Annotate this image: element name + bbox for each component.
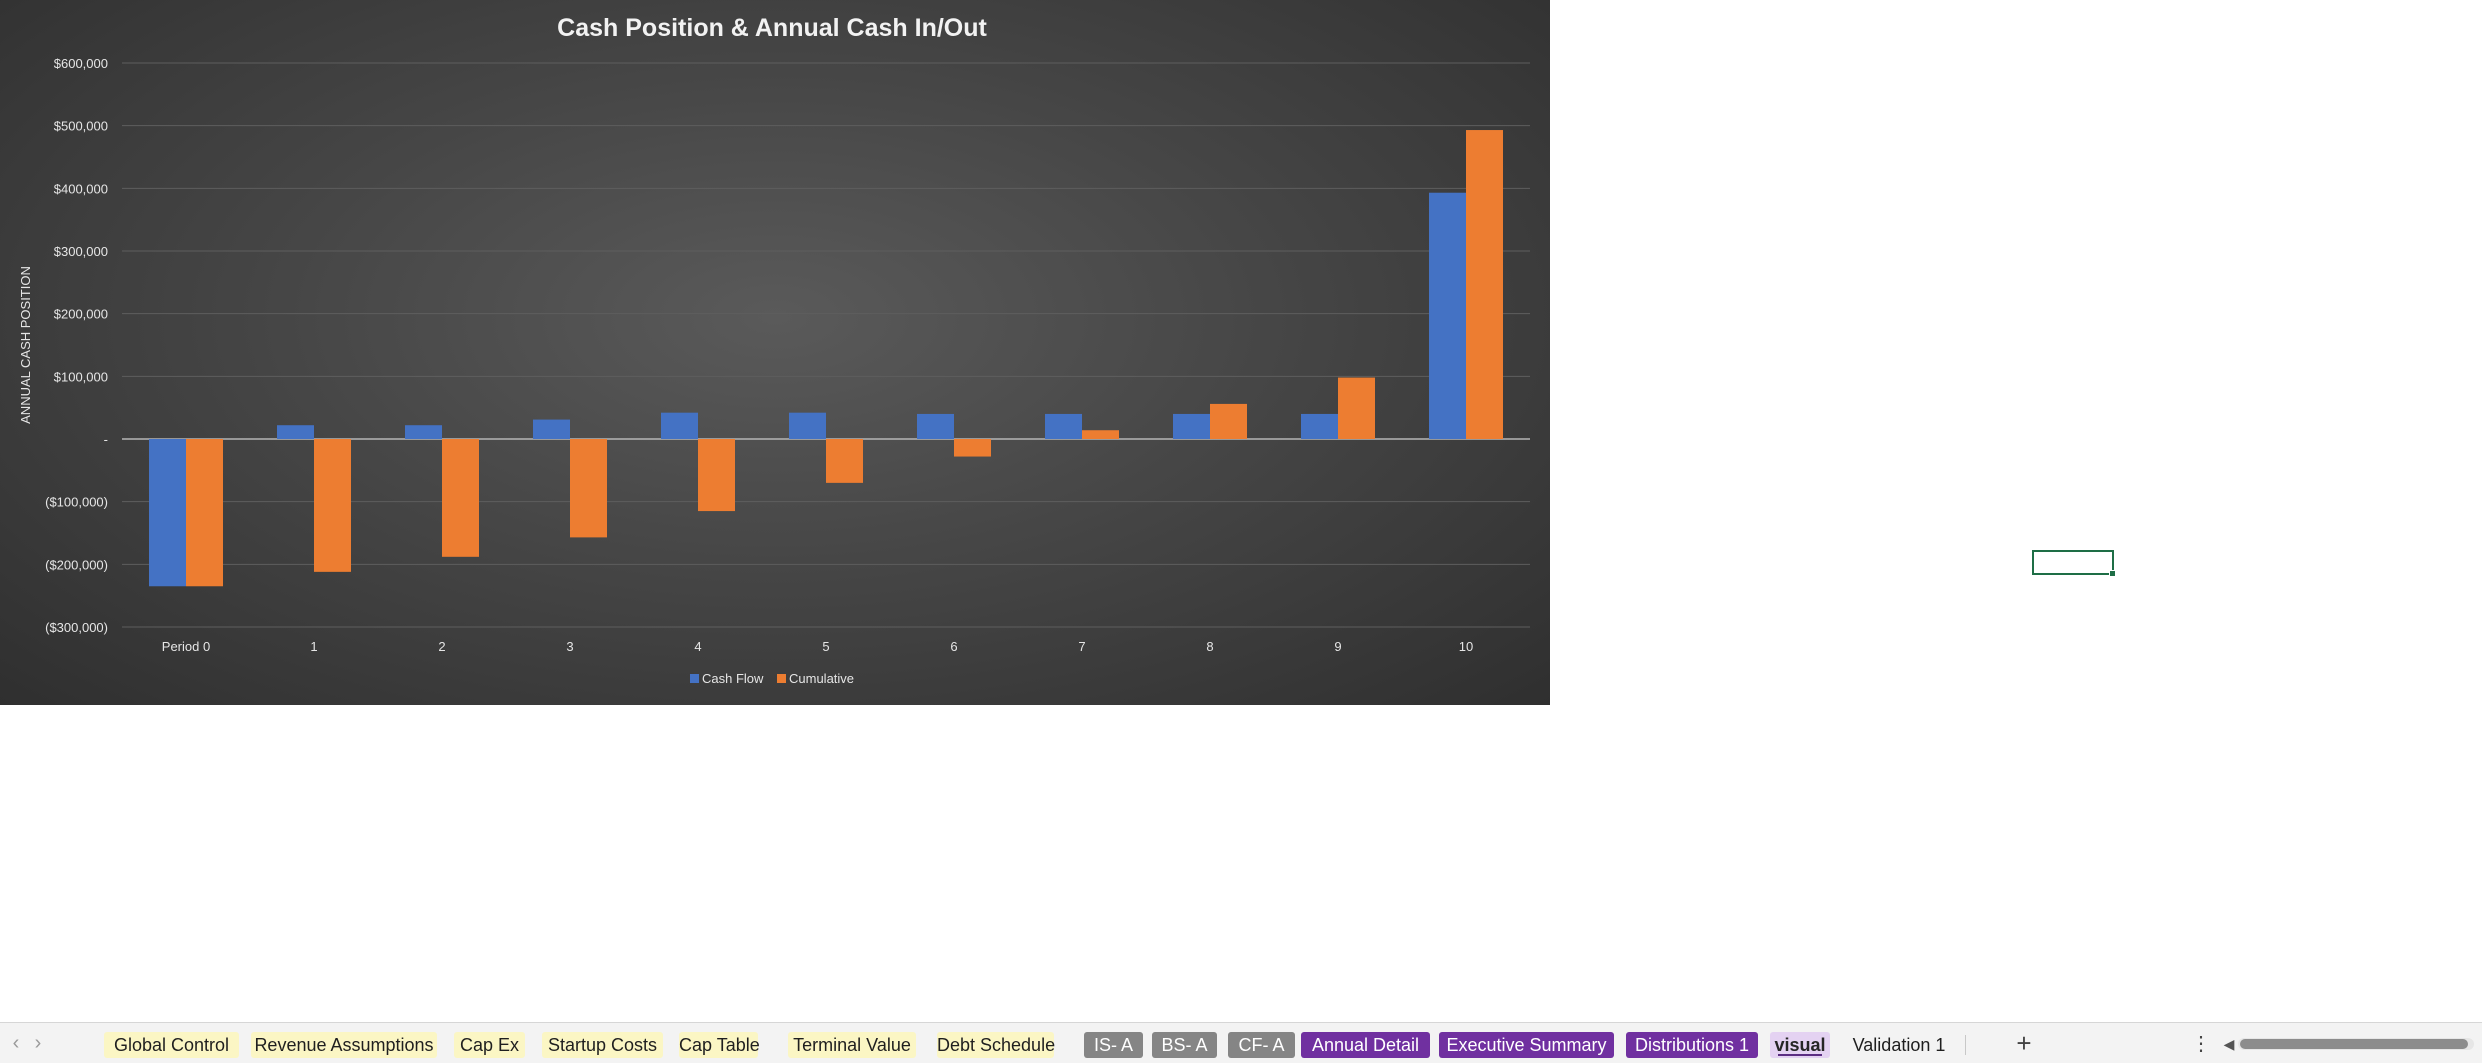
sheet-tab-bs-a[interactable]: BS- A: [1152, 1032, 1217, 1058]
chart-legend: Cash Flow Cumulative: [690, 671, 854, 686]
prev-sheet-icon[interactable]: ‹: [12, 1032, 20, 1054]
y-tick-label: ($100,000): [45, 495, 108, 510]
bar-cash-flow: [1301, 413, 1338, 439]
fill-handle[interactable]: [2109, 570, 2116, 577]
bar-cumulative: [1466, 130, 1503, 439]
x-tick-label: 10: [1459, 639, 1473, 654]
scrollbar-thumb[interactable]: [2240, 1039, 2468, 1049]
more-options-icon[interactable]: ⋮: [2191, 1033, 2211, 1055]
sheet-tab-is-a[interactable]: IS- A: [1084, 1032, 1143, 1058]
bar-cumulative: [826, 439, 863, 483]
y-tick-label: $600,000: [54, 56, 108, 71]
x-tick-label: Period 0: [162, 639, 210, 654]
x-tick-label: 1: [310, 639, 317, 654]
sheet-tab-visual[interactable]: visual: [1770, 1032, 1830, 1058]
bar-cash-flow: [917, 413, 954, 439]
x-tick-label: 3: [566, 639, 573, 654]
worksheet-grid[interactable]: Cash Position & Annual Cash In/Out ANNUA…: [0, 0, 2482, 1022]
bar-cash-flow: [789, 412, 826, 439]
y-tick-label: $200,000: [54, 307, 108, 322]
sheet-tab-distributions-1[interactable]: Distributions 1: [1626, 1032, 1758, 1058]
bar-cash-flow: [277, 425, 314, 439]
cash-position-chart: Cash Position & Annual Cash In/Out ANNUA…: [18, 14, 1530, 686]
sheet-tab-global-control[interactable]: Global Control: [104, 1032, 239, 1058]
next-sheet-icon[interactable]: ›: [34, 1032, 42, 1054]
legend-swatch: [777, 674, 786, 683]
chart-area[interactable]: Cash Position & Annual Cash In/Out ANNUA…: [0, 0, 1550, 705]
y-axis-ticks: $600,000 $500,000 $400,000 $300,000 $200,000…: [45, 56, 108, 635]
bar-cumulative: [1082, 430, 1119, 439]
bar-cumulative: [1338, 377, 1375, 439]
bar-cash-flow: [405, 425, 442, 439]
chart-title: Cash Position & Annual Cash In/Out: [557, 14, 987, 42]
sheet-tab-cap-ex[interactable]: Cap Ex: [454, 1032, 525, 1058]
bar-cash-flow: [1045, 413, 1082, 439]
x-tick-label: 7: [1078, 639, 1085, 654]
bar-cash-flow: [1173, 413, 1210, 439]
bar-cumulative: [1210, 403, 1247, 439]
selected-cell[interactable]: [2032, 550, 2116, 577]
bar-cash-flow: [661, 412, 698, 439]
y-tick-label: $100,000: [54, 369, 108, 384]
y-tick-label: $400,000: [54, 181, 108, 196]
x-tick-label: 8: [1206, 639, 1213, 654]
y-tick-label: ($200,000): [45, 557, 108, 572]
sheet-tab-cap-table[interactable]: Cap Table: [679, 1032, 760, 1058]
bar-cash-flow: [533, 419, 570, 439]
bar-cumulative: [698, 439, 735, 512]
scroll-left-icon[interactable]: ◀: [2223, 1036, 2235, 1052]
bar-cumulative: [570, 439, 607, 538]
x-tick-label: 5: [822, 639, 829, 654]
legend-label: Cumulative: [789, 671, 854, 686]
sheet-tab-cf-a[interactable]: CF- A: [1228, 1032, 1295, 1058]
bar-cash-flow: [149, 439, 186, 587]
bar-cash-flow: [1429, 192, 1466, 439]
sheet-tab-debt-schedule[interactable]: Debt Schedule: [937, 1032, 1055, 1058]
sheet-tab-startup-costs[interactable]: Startup Costs: [542, 1032, 663, 1058]
tab-separator: [1965, 1035, 1966, 1055]
x-axis-ticks: Period 0 1 2 3 4 5 6 7 8 9 10: [162, 639, 1473, 654]
bar-cumulative: [954, 439, 991, 457]
y-tick-label: $500,000: [54, 119, 108, 134]
sheet-tab-terminal-value[interactable]: Terminal Value: [788, 1032, 916, 1058]
y-tick-label: -: [104, 432, 108, 447]
sheet-tab-executive-summary[interactable]: Executive Summary: [1439, 1032, 1614, 1058]
sheet-tab-bar: ‹ › Global Control Revenue Assumptions Cap…: [0, 1022, 2482, 1063]
add-sheet-icon[interactable]: +: [2016, 1028, 2032, 1058]
bar-cumulative: [186, 439, 223, 587]
legend-label: Cash Flow: [702, 671, 764, 686]
legend-swatch: [690, 674, 699, 683]
y-axis-label: ANNUAL CASH POSITION: [18, 266, 33, 424]
x-tick-label: 4: [694, 639, 701, 654]
x-tick-label: 6: [950, 639, 957, 654]
horizontal-scrollbar[interactable]: [2238, 1038, 2474, 1050]
bars: [149, 130, 1503, 587]
bar-cumulative: [442, 439, 479, 557]
bar-cumulative: [314, 439, 351, 572]
sheet-tab-annual-detail[interactable]: Annual Detail: [1301, 1032, 1430, 1058]
y-tick-label: ($300,000): [45, 620, 108, 635]
sheet-tab-revenue-assumptions[interactable]: Revenue Assumptions: [251, 1032, 437, 1058]
y-tick-label: $300,000: [54, 244, 108, 259]
sheet-tab-validation-1[interactable]: Validation 1: [1852, 1035, 1946, 1055]
x-tick-label: 9: [1334, 639, 1341, 654]
x-tick-label: 2: [438, 639, 445, 654]
